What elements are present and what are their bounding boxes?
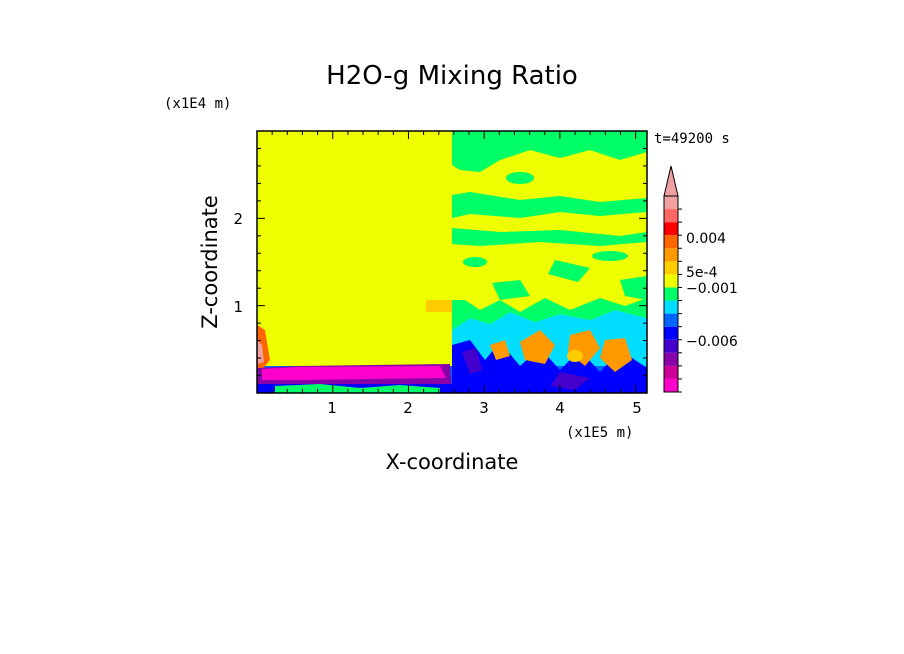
colorbar-swatch — [664, 352, 678, 366]
colorbar-swatch — [664, 222, 678, 236]
plot-frame — [256, 130, 648, 394]
lower-band-region — [257, 340, 647, 393]
colorbar-swatch — [664, 365, 678, 379]
y-axis-label: Z-coordinate — [198, 195, 222, 329]
colorbar-swatch — [664, 235, 678, 249]
contour-field — [257, 131, 647, 393]
chart-title: H2O-g Mixing Ratio — [326, 61, 578, 91]
axis-ticks — [257, 131, 647, 393]
colorbar-swatch — [664, 326, 678, 340]
x-tick-label: 5 — [632, 399, 642, 417]
x-axis-label: X-coordinate — [386, 450, 519, 474]
upper-green-region — [452, 131, 647, 300]
colorbar-swatch — [664, 339, 678, 353]
y-tick-label: 2 — [233, 210, 243, 228]
colorbar-swatch — [664, 313, 678, 327]
x-scale-label: (x1E5 m) — [566, 425, 633, 441]
colorbar-arrow — [663, 165, 679, 197]
colorbar-swatch — [664, 209, 678, 223]
x-tick-label: 1 — [327, 399, 337, 417]
colorbar-swatch — [664, 378, 678, 392]
bottom-layer-region — [257, 364, 452, 393]
colorbar-swatch — [664, 300, 678, 314]
inflow-patch — [426, 300, 452, 312]
x-tick-label: 2 — [403, 399, 413, 417]
colorbar-swatch — [664, 274, 678, 288]
y-tick-label: 1 — [233, 298, 243, 316]
colorbar-label: −0.006 — [686, 334, 738, 350]
time-label: t=49200 s — [654, 131, 730, 147]
y-scale-label: (x1E4 m) — [164, 96, 231, 112]
x-tick-label: 3 — [479, 399, 489, 417]
colorbar-label: −0.001 — [686, 281, 738, 297]
colorbar-swatch — [664, 261, 678, 275]
colorbar-label: 0.004 — [686, 231, 726, 247]
convective-region — [490, 330, 632, 372]
colorbar-label: 5e-4 — [686, 265, 718, 281]
colorbar-swatch — [664, 287, 678, 301]
colorbar — [663, 195, 682, 393]
colorbar-swatch — [664, 248, 678, 262]
x-tick-label: 4 — [555, 399, 565, 417]
colorbar-swatch — [664, 196, 678, 210]
